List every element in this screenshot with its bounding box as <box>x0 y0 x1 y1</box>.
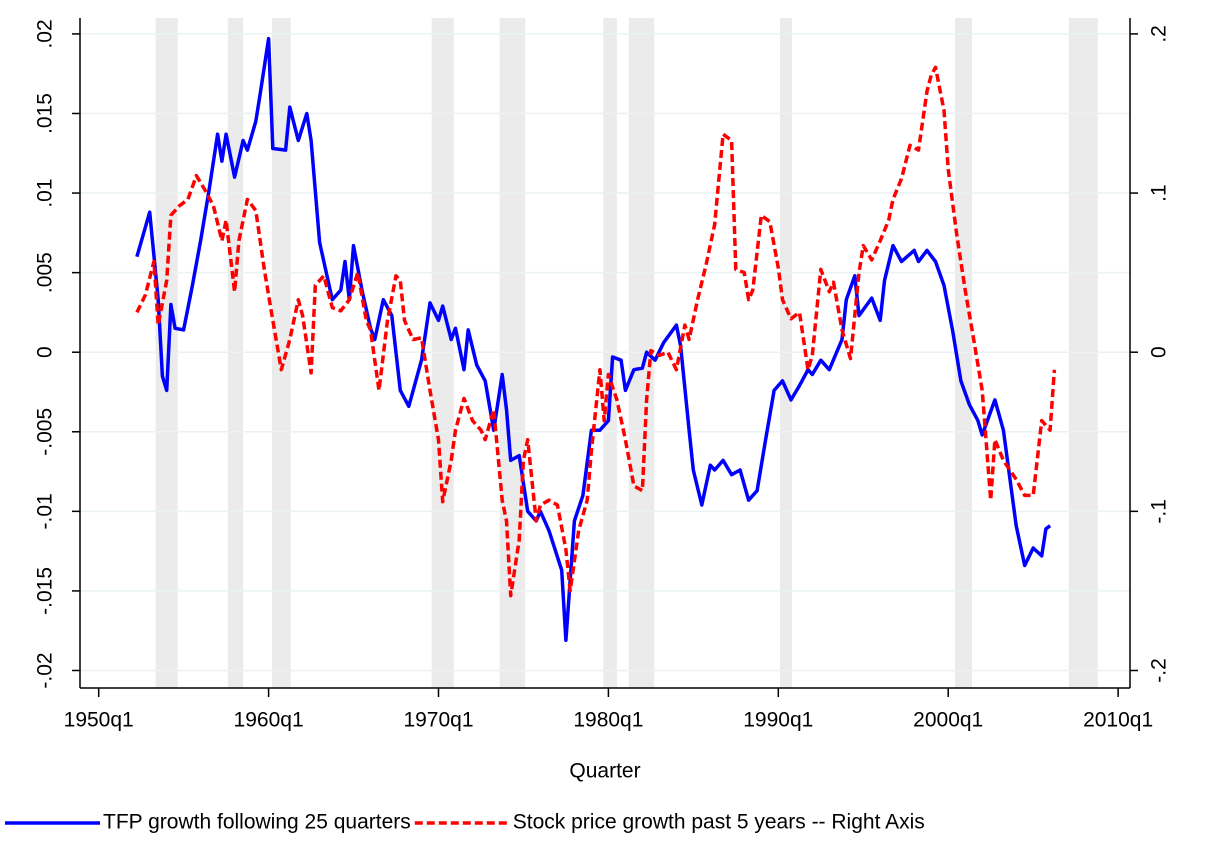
y-tick-label: 0 <box>34 346 57 358</box>
y-tick-label: -.01 <box>34 493 57 529</box>
y2-tick-label: .2 <box>1148 25 1171 43</box>
x-tick-label: 1970q1 <box>403 709 473 732</box>
legend-label: TFP growth following 25 quarters <box>103 811 411 834</box>
y2-tick-label: .1 <box>1148 184 1171 202</box>
x-tick-label: 1950q1 <box>64 709 134 732</box>
shaded-period <box>227 18 244 688</box>
y-tick-label: .01 <box>34 178 57 207</box>
x-tick-label: 1990q1 <box>743 709 813 732</box>
shaded-period <box>603 18 617 688</box>
shaded-period <box>955 18 972 688</box>
shaded-periods <box>155 18 1098 688</box>
y-tick-label: .015 <box>34 93 57 134</box>
x-tick-label: 2000q1 <box>913 709 983 732</box>
y-tick-label: -.005 <box>34 408 57 456</box>
y2-tick-label: 0 <box>1148 346 1171 358</box>
axes: .02 .015 .01 .005 0 -.005 -.01 -.015 -.02 .2 .1 0 -.… <box>34 18 1171 732</box>
legend-label: Stock price growth past 5 years -- Right… <box>513 811 925 834</box>
legend: TFP growth following 25 quarters Stock pr… <box>5 811 925 834</box>
series-lines <box>135 36 1057 643</box>
y-tick-label: .005 <box>34 252 57 293</box>
y2-tick-label: -.1 <box>1148 499 1171 524</box>
shaded-period <box>780 18 792 688</box>
y-tick-label: .02 <box>34 19 57 48</box>
shaded-period <box>155 18 178 688</box>
y2-tick-label: -.2 <box>1148 658 1171 683</box>
x-tick-label: 1960q1 <box>234 709 304 732</box>
shaded-period <box>431 18 454 688</box>
y-tick-label: -.015 <box>34 567 57 615</box>
x-tick-label: 2010q1 <box>1083 709 1153 732</box>
series-line <box>135 65 1057 598</box>
shaded-period <box>271 18 291 688</box>
grid <box>80 33 1130 672</box>
x-axis-label: Quarter <box>569 760 640 783</box>
series-line <box>135 36 1052 643</box>
x-tick-label: 1980q1 <box>573 709 643 732</box>
y-tick-label: -.02 <box>34 652 57 688</box>
shaded-period <box>1068 18 1098 688</box>
